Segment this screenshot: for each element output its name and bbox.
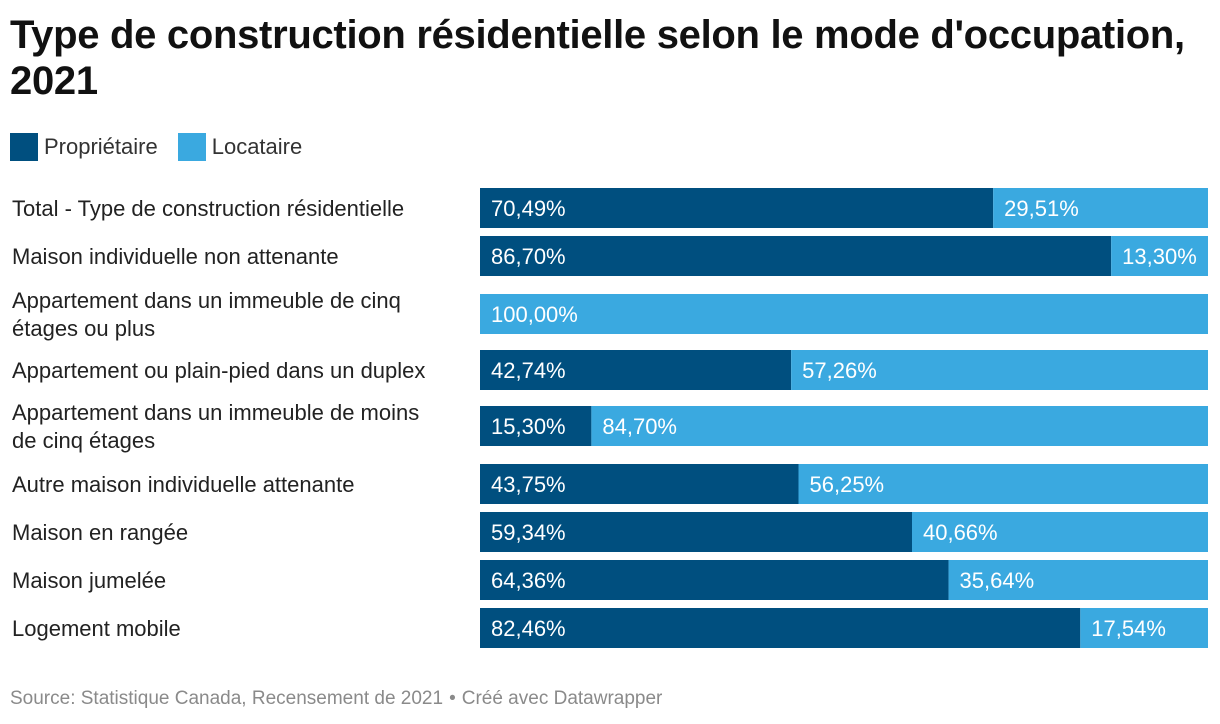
bar-segment-locataire	[993, 188, 1208, 228]
data-label-proprietaire: 70,49%	[491, 196, 566, 221]
legend-swatch-proprietaire	[10, 133, 38, 161]
category-label: Maison individuelle non attenante	[12, 244, 339, 269]
data-label-locataire: 84,70%	[602, 414, 677, 439]
legend-item-proprietaire: Propriétaire	[10, 133, 158, 161]
bar-segment-locataire	[791, 350, 1208, 390]
bar-segment-proprietaire	[480, 560, 949, 600]
legend-item-locataire: Locataire	[177, 133, 303, 161]
bar-segment-proprietaire	[480, 350, 792, 390]
footer-source: Source: Statistique Canada, Recensement …	[10, 688, 662, 710]
data-label-locataire: 57,26%	[802, 358, 877, 383]
credit-text: Créé avec Datawrapper	[461, 688, 663, 709]
data-label-proprietaire: 86,70%	[491, 244, 566, 269]
category-label: Appartement dans un immeuble de cinq étag…	[12, 288, 401, 341]
category-label: Maison jumelée	[12, 568, 166, 593]
bar-segment-proprietaire	[480, 608, 1081, 648]
data-label-proprietaire: 42,74%	[491, 358, 566, 383]
bar-segment-locataire	[1111, 236, 1208, 276]
category-label: Total - Type de construction résidentiel…	[12, 196, 404, 221]
data-label-locataire: 100,00%	[491, 302, 578, 327]
data-label-proprietaire: 59,34%	[491, 520, 566, 545]
data-label-locataire: 29,51%	[1004, 196, 1079, 221]
data-label-proprietaire: 64,36%	[491, 568, 566, 593]
bar-segment-locataire	[911, 512, 1208, 552]
legend-label-proprietaire: Propriétaire	[44, 134, 158, 159]
data-label-locataire: 17,54%	[1091, 616, 1166, 641]
data-label-locataire: 35,64%	[960, 568, 1035, 593]
bar-segment-proprietaire	[480, 512, 912, 552]
bar-segment-proprietaire	[480, 406, 592, 446]
data-label-proprietaire: 15,30%	[491, 414, 566, 439]
category-label: Maison en rangée	[12, 520, 188, 545]
bar-segment-locataire	[798, 464, 1208, 504]
data-label-proprietaire: 82,46%	[491, 616, 566, 641]
legend: Propriétaire Locataire	[10, 132, 322, 162]
category-label: Appartement dans un immeuble de moins de …	[12, 400, 419, 453]
footer-separator: •	[449, 688, 456, 709]
bar-segment-locataire	[1080, 608, 1208, 648]
bar-segment-proprietaire	[480, 464, 799, 504]
chart-title: Type de construction résidentielle selon…	[10, 13, 1185, 103]
bar-segment-locataire	[480, 294, 1208, 334]
legend-swatch-locataire	[177, 133, 206, 161]
source-text: Source: Statistique Canada, Recensement …	[10, 688, 444, 709]
legend-label-locataire: Locataire	[211, 134, 303, 159]
category-label: Autre maison individuelle attenante	[12, 472, 354, 497]
data-label-locataire: 56,25%	[810, 472, 885, 497]
data-label-locataire: 13,30%	[1122, 244, 1197, 269]
category-label: Appartement ou plain-pied dans un duplex	[12, 358, 425, 383]
data-label-proprietaire: 43,75%	[491, 472, 566, 497]
bar-segment-locataire	[948, 560, 1208, 600]
bar-segment-proprietaire	[480, 188, 994, 228]
bar-segment-locataire	[591, 406, 1208, 446]
data-label-locataire: 40,66%	[923, 520, 998, 545]
category-label: Logement mobile	[12, 616, 181, 641]
bar-segment-proprietaire	[480, 236, 1112, 276]
